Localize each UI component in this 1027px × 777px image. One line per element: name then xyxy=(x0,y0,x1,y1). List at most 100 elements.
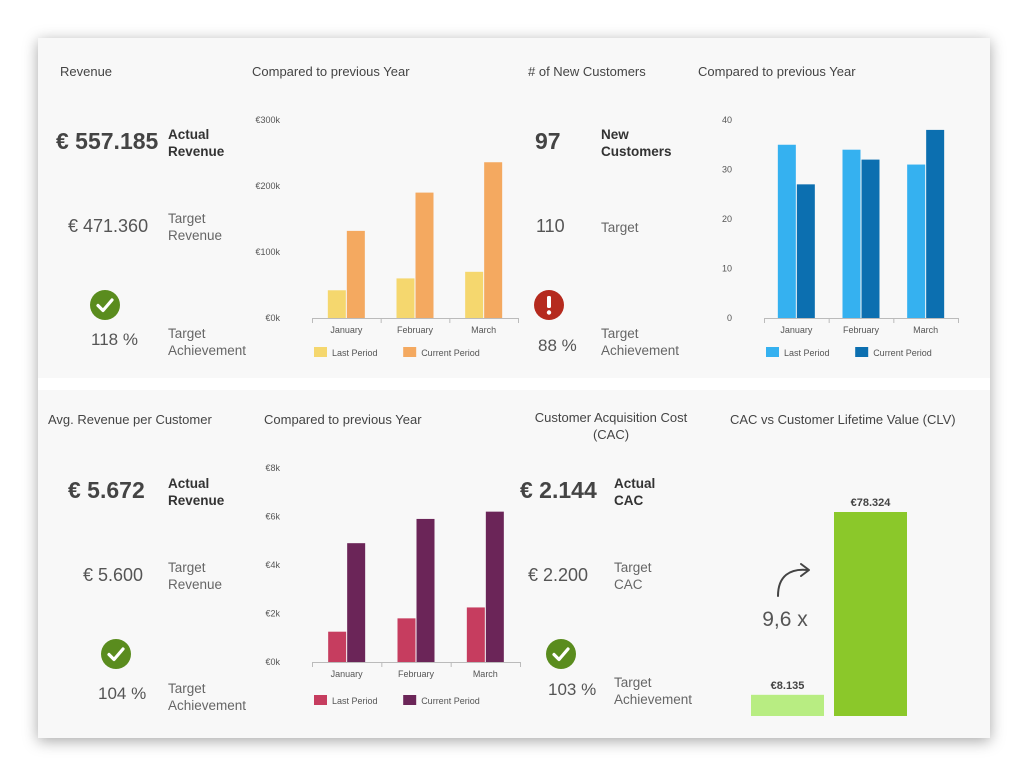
revenue-actual-label: Actual Revenue xyxy=(168,127,225,159)
bar-current-period xyxy=(926,129,945,318)
customers-achievement-label: Target Achievement xyxy=(601,326,680,358)
revenue-target-value: € 471.360 xyxy=(68,216,149,236)
customers-target-label: Target xyxy=(601,220,639,235)
cac-actual-value: € 2.144 xyxy=(520,477,597,503)
y-tick-label: 10 xyxy=(722,264,732,274)
revenue-actual-value: € 557.185 xyxy=(56,128,159,154)
bar-last-period xyxy=(397,618,416,662)
revenue-chart-title: Compared to previous Year xyxy=(252,64,410,79)
arpc-title: Avg. Revenue per Customer xyxy=(48,412,212,427)
y-tick-label: €0k xyxy=(265,657,280,667)
arpc-actual-value: € 5.672 xyxy=(68,477,145,503)
bar-clv xyxy=(834,512,907,716)
revenue-achievement-label: Target Achievement xyxy=(168,326,247,358)
arpc-actual-label: Actual Revenue xyxy=(168,476,225,508)
x-tick-label: March xyxy=(913,325,938,335)
x-tick-label: February xyxy=(398,669,435,679)
bar-last-period xyxy=(327,290,346,318)
customers-title: # of New Customers xyxy=(528,64,646,79)
y-tick-label: 30 xyxy=(722,165,732,175)
x-tick-label: March xyxy=(473,669,498,679)
legend-swatch xyxy=(314,347,327,357)
legend-label: Last Period xyxy=(332,696,378,706)
customers-actual-value: 97 xyxy=(535,128,561,154)
customers-target-value: 110 xyxy=(536,216,565,236)
cac-target-value: € 2.200 xyxy=(528,565,589,585)
x-tick-label: January xyxy=(780,325,813,335)
customers-chart-title: Compared to previous Year xyxy=(698,64,856,79)
legend-label: Current Period xyxy=(873,348,932,358)
x-tick-label: January xyxy=(331,669,364,679)
customers-actual-label: New Customers xyxy=(601,127,672,159)
curved-arrow-icon xyxy=(777,568,809,597)
revenue-achievement-value: 118 % xyxy=(91,330,138,349)
x-tick-label: March xyxy=(471,325,496,335)
bar-current-period xyxy=(416,518,435,662)
arpc-chart-title: Compared to previous Year xyxy=(264,412,422,427)
legend-label: Last Period xyxy=(332,348,378,358)
bar-current-period xyxy=(484,162,503,318)
y-tick-label: €8k xyxy=(265,463,280,473)
x-tick-label: February xyxy=(843,325,880,335)
bar-last-period xyxy=(465,271,484,318)
legend-label: Current Period xyxy=(421,348,480,358)
value-label: €78.324 xyxy=(851,497,892,509)
y-tick-label: €6k xyxy=(265,512,280,522)
bottom-panel xyxy=(38,390,990,738)
check-circle-icon xyxy=(101,639,131,669)
cac-clv-bar-chart: €8.135CAC€78.324CLV9,6 x xyxy=(751,497,907,716)
legend-swatch xyxy=(403,695,417,705)
legend-swatch xyxy=(855,347,869,357)
top-panel xyxy=(38,38,990,378)
bar-current-period xyxy=(796,184,815,318)
bar-current-period xyxy=(346,230,365,318)
value-label: €8.135 xyxy=(771,680,805,692)
exclamation-circle-icon xyxy=(534,290,564,320)
legend-label: Current Period xyxy=(421,696,480,706)
clv-chart-title: CAC vs Customer Lifetime Value (CLV) xyxy=(730,412,956,427)
arpc-target-label: Target Revenue xyxy=(168,560,223,592)
y-tick-label: 20 xyxy=(722,214,732,224)
y-tick-label: €100k xyxy=(255,247,280,257)
bar-current-period xyxy=(485,511,504,662)
y-tick-label: €2k xyxy=(265,609,280,619)
bar-last-period xyxy=(842,149,861,318)
ratio-annotation: 9,6 x xyxy=(762,608,808,631)
bar-last-period xyxy=(466,607,485,662)
y-tick-label: €0k xyxy=(265,313,280,323)
bar-current-period xyxy=(415,192,434,318)
check-circle-icon xyxy=(546,639,576,669)
arpc-achievement-value: 104 % xyxy=(98,684,147,703)
bar-cac xyxy=(751,694,824,716)
x-tick-label: February xyxy=(397,325,434,335)
y-tick-label: €300k xyxy=(255,115,280,125)
revenue-target-label: Target Revenue xyxy=(168,211,223,243)
customers-bar-chart: 0 10 20 30 40 January February March Last Period… xyxy=(722,115,959,358)
check-circle-icon xyxy=(90,290,120,320)
bar-last-period xyxy=(907,164,926,318)
cac-title: Customer Acquisition Cost (CAC) xyxy=(534,410,688,442)
dashboard-card: Revenue € 557.185 Actual Revenue € 471.3… xyxy=(38,38,990,738)
y-tick-label: €4k xyxy=(265,560,280,570)
legend-label: Last Period xyxy=(784,348,830,358)
y-tick-label: €200k xyxy=(255,181,280,191)
arrow-head-icon xyxy=(800,563,810,577)
legend-swatch xyxy=(314,695,327,705)
y-tick-label: 0 xyxy=(727,313,732,323)
cac-target-label: Target CAC xyxy=(614,560,652,592)
revenue-bar-chart: €0k €100k €200k €300k January February March La… xyxy=(255,115,519,358)
bar-current-period xyxy=(861,159,880,318)
cac-achievement-value: 103 % xyxy=(548,680,597,699)
x-tick-label: January xyxy=(330,325,363,335)
cac-actual-label: Actual CAC xyxy=(614,476,656,508)
legend-swatch xyxy=(403,347,417,357)
arpc-achievement-label: Target Achievement xyxy=(168,681,247,713)
bar-last-period xyxy=(396,278,415,318)
revenue-title: Revenue xyxy=(60,64,113,79)
customers-achievement-value: 88 % xyxy=(538,336,577,355)
y-tick-label: 40 xyxy=(722,115,732,125)
panel-divider xyxy=(38,378,990,390)
bar-last-period xyxy=(777,144,796,318)
arpc-target-value: € 5.600 xyxy=(83,565,144,585)
cac-achievement-label: Target Achievement xyxy=(614,675,693,707)
